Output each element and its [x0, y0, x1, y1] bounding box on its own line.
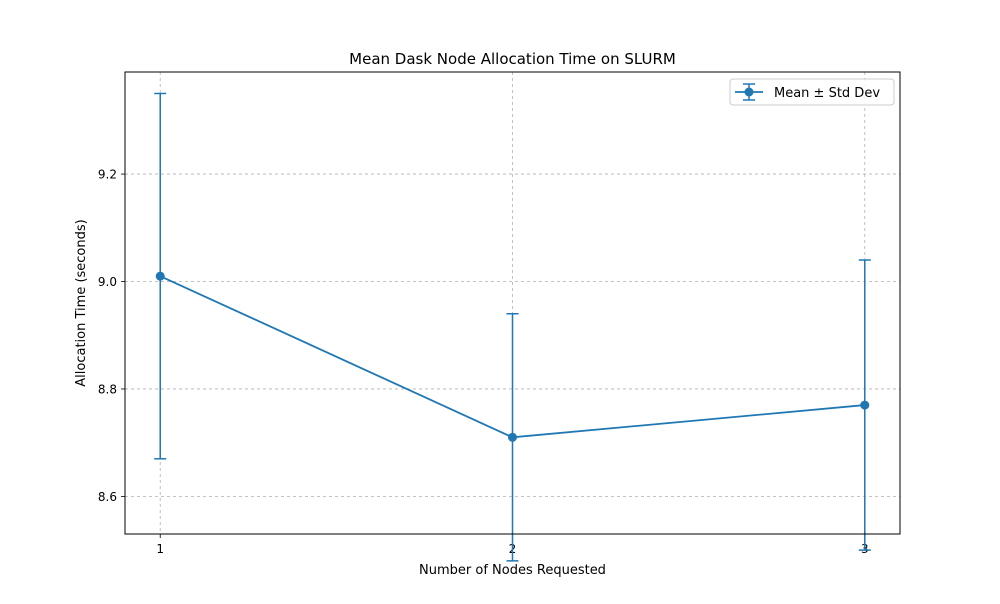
chart-title: Mean Dask Node Allocation Time on SLURM: [349, 50, 676, 68]
y-tick-label: 8.6: [98, 490, 117, 504]
legend-marker: [744, 87, 754, 97]
data-point: [860, 400, 870, 410]
legend-label: Mean ± Std Dev: [774, 86, 880, 101]
data-series: [154, 92, 871, 562]
legend: Mean ± Std Dev: [729, 78, 895, 106]
y-tick-label: 9.0: [98, 275, 117, 289]
plot-frame: [124, 71, 901, 535]
y-tick-label: 8.8: [98, 382, 117, 396]
axis-ticks: 1238.68.89.09.2: [98, 168, 869, 556]
x-tick-label: 1: [156, 542, 164, 556]
data-point: [508, 432, 517, 442]
data-point: [155, 271, 165, 281]
legend-box: [729, 78, 895, 106]
y-tick-label: 9.2: [98, 168, 117, 182]
y-axis-label: Allocation Time (seconds): [74, 219, 89, 386]
x-axis-label: Number of Nodes Requested: [419, 563, 606, 578]
